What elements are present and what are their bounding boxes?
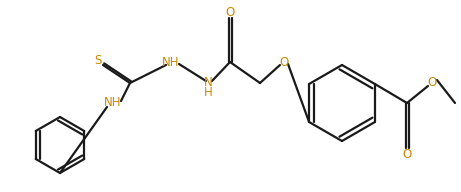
Text: S: S	[95, 55, 102, 68]
Text: O: O	[402, 148, 412, 161]
Text: O: O	[427, 76, 437, 89]
Text: N: N	[204, 76, 213, 89]
Text: O: O	[225, 6, 235, 18]
Text: O: O	[279, 55, 289, 69]
Text: NH: NH	[162, 55, 180, 69]
Text: NH: NH	[104, 97, 122, 109]
Text: H: H	[204, 87, 213, 99]
